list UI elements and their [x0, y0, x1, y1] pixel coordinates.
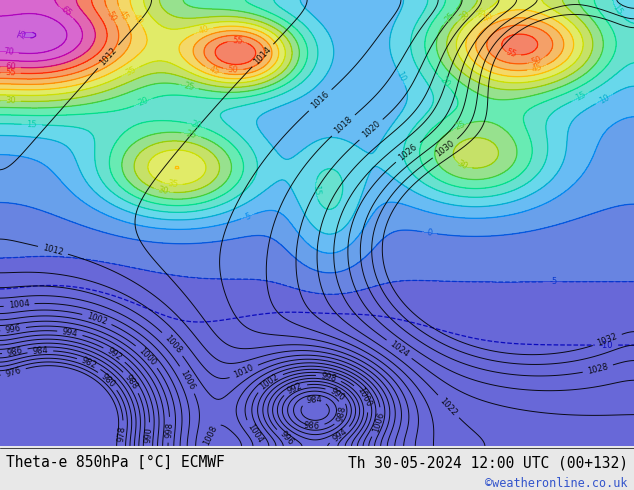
Text: 50: 50 — [228, 65, 238, 74]
Text: 1016: 1016 — [309, 90, 331, 111]
Text: 55: 55 — [5, 68, 16, 77]
Text: 20: 20 — [136, 96, 150, 108]
Text: 25: 25 — [183, 81, 195, 92]
Text: 990: 990 — [143, 427, 154, 443]
Text: 990: 990 — [328, 386, 346, 402]
Text: 55: 55 — [505, 48, 517, 60]
Text: Th 30-05-2024 12:00 UTC (00+132): Th 30-05-2024 12:00 UTC (00+132) — [347, 455, 628, 470]
Text: ©weatheronline.co.uk: ©weatheronline.co.uk — [485, 477, 628, 490]
Text: 15: 15 — [611, 3, 624, 17]
Text: 35: 35 — [167, 179, 178, 190]
Text: 40: 40 — [197, 24, 210, 36]
Text: 1014: 1014 — [252, 45, 273, 66]
Text: 35: 35 — [124, 65, 137, 78]
Text: 15: 15 — [311, 184, 321, 196]
Text: 45: 45 — [117, 8, 129, 22]
Text: 1008: 1008 — [162, 333, 183, 355]
Text: 0: 0 — [426, 228, 433, 238]
Text: 1020: 1020 — [360, 120, 382, 140]
Text: 982: 982 — [80, 356, 98, 370]
Text: 984: 984 — [306, 395, 322, 405]
Text: 1006: 1006 — [179, 368, 197, 391]
Text: 1000: 1000 — [136, 345, 158, 367]
Text: -10: -10 — [600, 341, 613, 349]
Text: 998: 998 — [320, 371, 337, 383]
Text: 994: 994 — [331, 427, 349, 443]
Text: 25: 25 — [453, 120, 467, 132]
Text: Theta-e 850hPa [°C] ECMWF: Theta-e 850hPa [°C] ECMWF — [6, 455, 225, 470]
Text: 30: 30 — [455, 159, 469, 171]
Text: 1018: 1018 — [332, 115, 354, 136]
Text: 1004: 1004 — [245, 422, 264, 444]
Text: 60: 60 — [5, 62, 16, 72]
Text: 30: 30 — [157, 186, 169, 196]
Text: 50: 50 — [530, 55, 543, 67]
Text: 988: 988 — [335, 405, 348, 422]
Text: 30: 30 — [457, 8, 471, 22]
Text: 25: 25 — [185, 129, 197, 140]
Text: 10: 10 — [394, 70, 407, 83]
Text: 1012: 1012 — [98, 46, 119, 68]
Text: 65: 65 — [59, 5, 73, 19]
Text: 15: 15 — [574, 90, 588, 103]
Text: 1032: 1032 — [596, 332, 619, 348]
Text: 1002: 1002 — [258, 372, 280, 392]
Text: 1002: 1002 — [86, 311, 108, 326]
Text: 25: 25 — [443, 10, 456, 24]
Text: 20: 20 — [437, 75, 451, 89]
Text: 976: 976 — [4, 366, 22, 379]
Text: 998: 998 — [164, 421, 174, 438]
Text: 988: 988 — [123, 373, 139, 391]
Text: 1030: 1030 — [434, 139, 456, 159]
Text: 40: 40 — [482, 12, 495, 24]
Text: 35: 35 — [474, 6, 488, 20]
Text: 1000: 1000 — [355, 386, 373, 409]
Text: 1010: 1010 — [233, 363, 256, 380]
Text: 1026: 1026 — [397, 142, 419, 162]
Text: 30: 30 — [5, 97, 16, 106]
Text: 986: 986 — [6, 345, 23, 358]
Text: 1024: 1024 — [388, 340, 410, 359]
Text: 5: 5 — [244, 211, 252, 221]
Text: 992: 992 — [105, 346, 124, 363]
Text: 978: 978 — [117, 425, 127, 442]
Text: 1008: 1008 — [202, 423, 219, 446]
Text: 55: 55 — [232, 36, 243, 46]
Text: 986: 986 — [304, 420, 320, 431]
Text: 984: 984 — [32, 346, 49, 356]
Text: 992: 992 — [286, 381, 304, 395]
Text: 40: 40 — [131, 12, 145, 25]
Text: 45: 45 — [531, 62, 543, 74]
Text: 996: 996 — [278, 430, 295, 447]
Text: 70: 70 — [3, 48, 14, 57]
Text: 1006: 1006 — [371, 411, 386, 434]
Text: 994: 994 — [61, 327, 79, 339]
Text: 75: 75 — [16, 27, 29, 41]
Text: 20: 20 — [190, 120, 203, 131]
Text: 15: 15 — [27, 120, 37, 129]
Text: -5: -5 — [549, 277, 557, 286]
Text: 1012: 1012 — [42, 243, 64, 257]
Text: 50: 50 — [105, 9, 118, 23]
Text: 1022: 1022 — [438, 396, 459, 417]
Text: 10: 10 — [597, 93, 611, 105]
Text: 996: 996 — [4, 324, 22, 335]
Text: 980: 980 — [100, 372, 117, 389]
Text: 1028: 1028 — [586, 362, 609, 376]
Text: 45: 45 — [208, 65, 221, 77]
Text: 1004: 1004 — [8, 299, 30, 311]
